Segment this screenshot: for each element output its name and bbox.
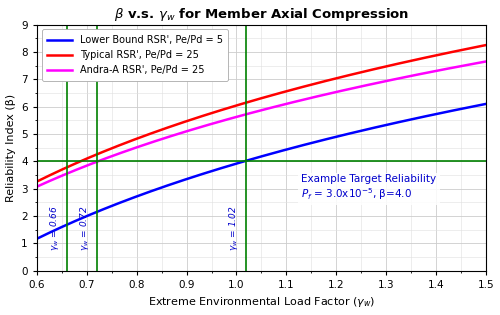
- Y-axis label: Reliability Index (β): Reliability Index (β): [6, 94, 16, 202]
- Andra-A RSR', Pe/Pd = 25: [277, 104, 283, 107]
- Text: γ$_w$ = 1.02: γ$_w$ = 1.02: [228, 206, 240, 251]
- Text: Example Target Reliability
$P_f$ = 3.0x10$^{-5}$, β=4.0: Example Target Reliability $P_f$ = 3.0x1…: [302, 174, 436, 202]
- Typical RSR', Pe/Pd = 25: [402, 60, 408, 64]
- Lower Bound RSR', Pe/Pd = 5: [402, 119, 408, 123]
- Title: $\beta$ v.s. $\gamma_w$ for Member Axial Compression: $\beta$ v.s. $\gamma_w$ for Member Axial…: [114, 6, 409, 23]
- Typical RSR', Pe/Pd = 25: [301, 85, 307, 89]
- Typical RSR', Pe/Pd = 25: [250, 99, 256, 103]
- Lower Bound RSR', Pe/Pd = 5: [483, 102, 489, 106]
- Andra-A RSR', Pe/Pd = 25: [402, 75, 408, 79]
- Typical RSR', Pe/Pd = 25: [277, 91, 283, 95]
- X-axis label: Extreme Environmental Load Factor ($\gamma_w$): Extreme Environmental Load Factor ($\gam…: [148, 295, 375, 309]
- Andra-A RSR', Pe/Pd = 25: [34, 185, 40, 189]
- Lower Bound RSR', Pe/Pd = 5: [277, 149, 283, 153]
- Typical RSR', Pe/Pd = 25: [472, 45, 478, 49]
- Line: Andra-A RSR', Pe/Pd = 25: Andra-A RSR', Pe/Pd = 25: [37, 61, 486, 187]
- Lower Bound RSR', Pe/Pd = 5: [472, 104, 478, 108]
- Text: γ$_w$ = 0.66: γ$_w$ = 0.66: [48, 206, 60, 251]
- Typical RSR', Pe/Pd = 25: [34, 180, 40, 184]
- Lower Bound RSR', Pe/Pd = 5: [301, 143, 307, 147]
- Lower Bound RSR', Pe/Pd = 5: [34, 237, 40, 241]
- Andra-A RSR', Pe/Pd = 25: [250, 111, 256, 114]
- Lower Bound RSR', Pe/Pd = 5: [250, 157, 256, 161]
- Line: Typical RSR', Pe/Pd = 25: Typical RSR', Pe/Pd = 25: [37, 45, 486, 182]
- Text: γ$_w$ = 0.72: γ$_w$ = 0.72: [78, 206, 90, 251]
- Andra-A RSR', Pe/Pd = 25: [483, 60, 489, 63]
- Typical RSR', Pe/Pd = 25: [247, 100, 253, 103]
- Typical RSR', Pe/Pd = 25: [483, 43, 489, 47]
- Andra-A RSR', Pe/Pd = 25: [472, 61, 478, 65]
- Line: Lower Bound RSR', Pe/Pd = 5: Lower Bound RSR', Pe/Pd = 5: [37, 104, 486, 239]
- Andra-A RSR', Pe/Pd = 25: [301, 98, 307, 101]
- Legend: Lower Bound RSR', Pe/Pd = 5, Typical RSR', Pe/Pd = 25, Andra-A RSR', Pe/Pd = 25: Lower Bound RSR', Pe/Pd = 5, Typical RSR…: [42, 29, 228, 81]
- Andra-A RSR', Pe/Pd = 25: [247, 111, 253, 115]
- Lower Bound RSR', Pe/Pd = 5: [247, 158, 253, 162]
